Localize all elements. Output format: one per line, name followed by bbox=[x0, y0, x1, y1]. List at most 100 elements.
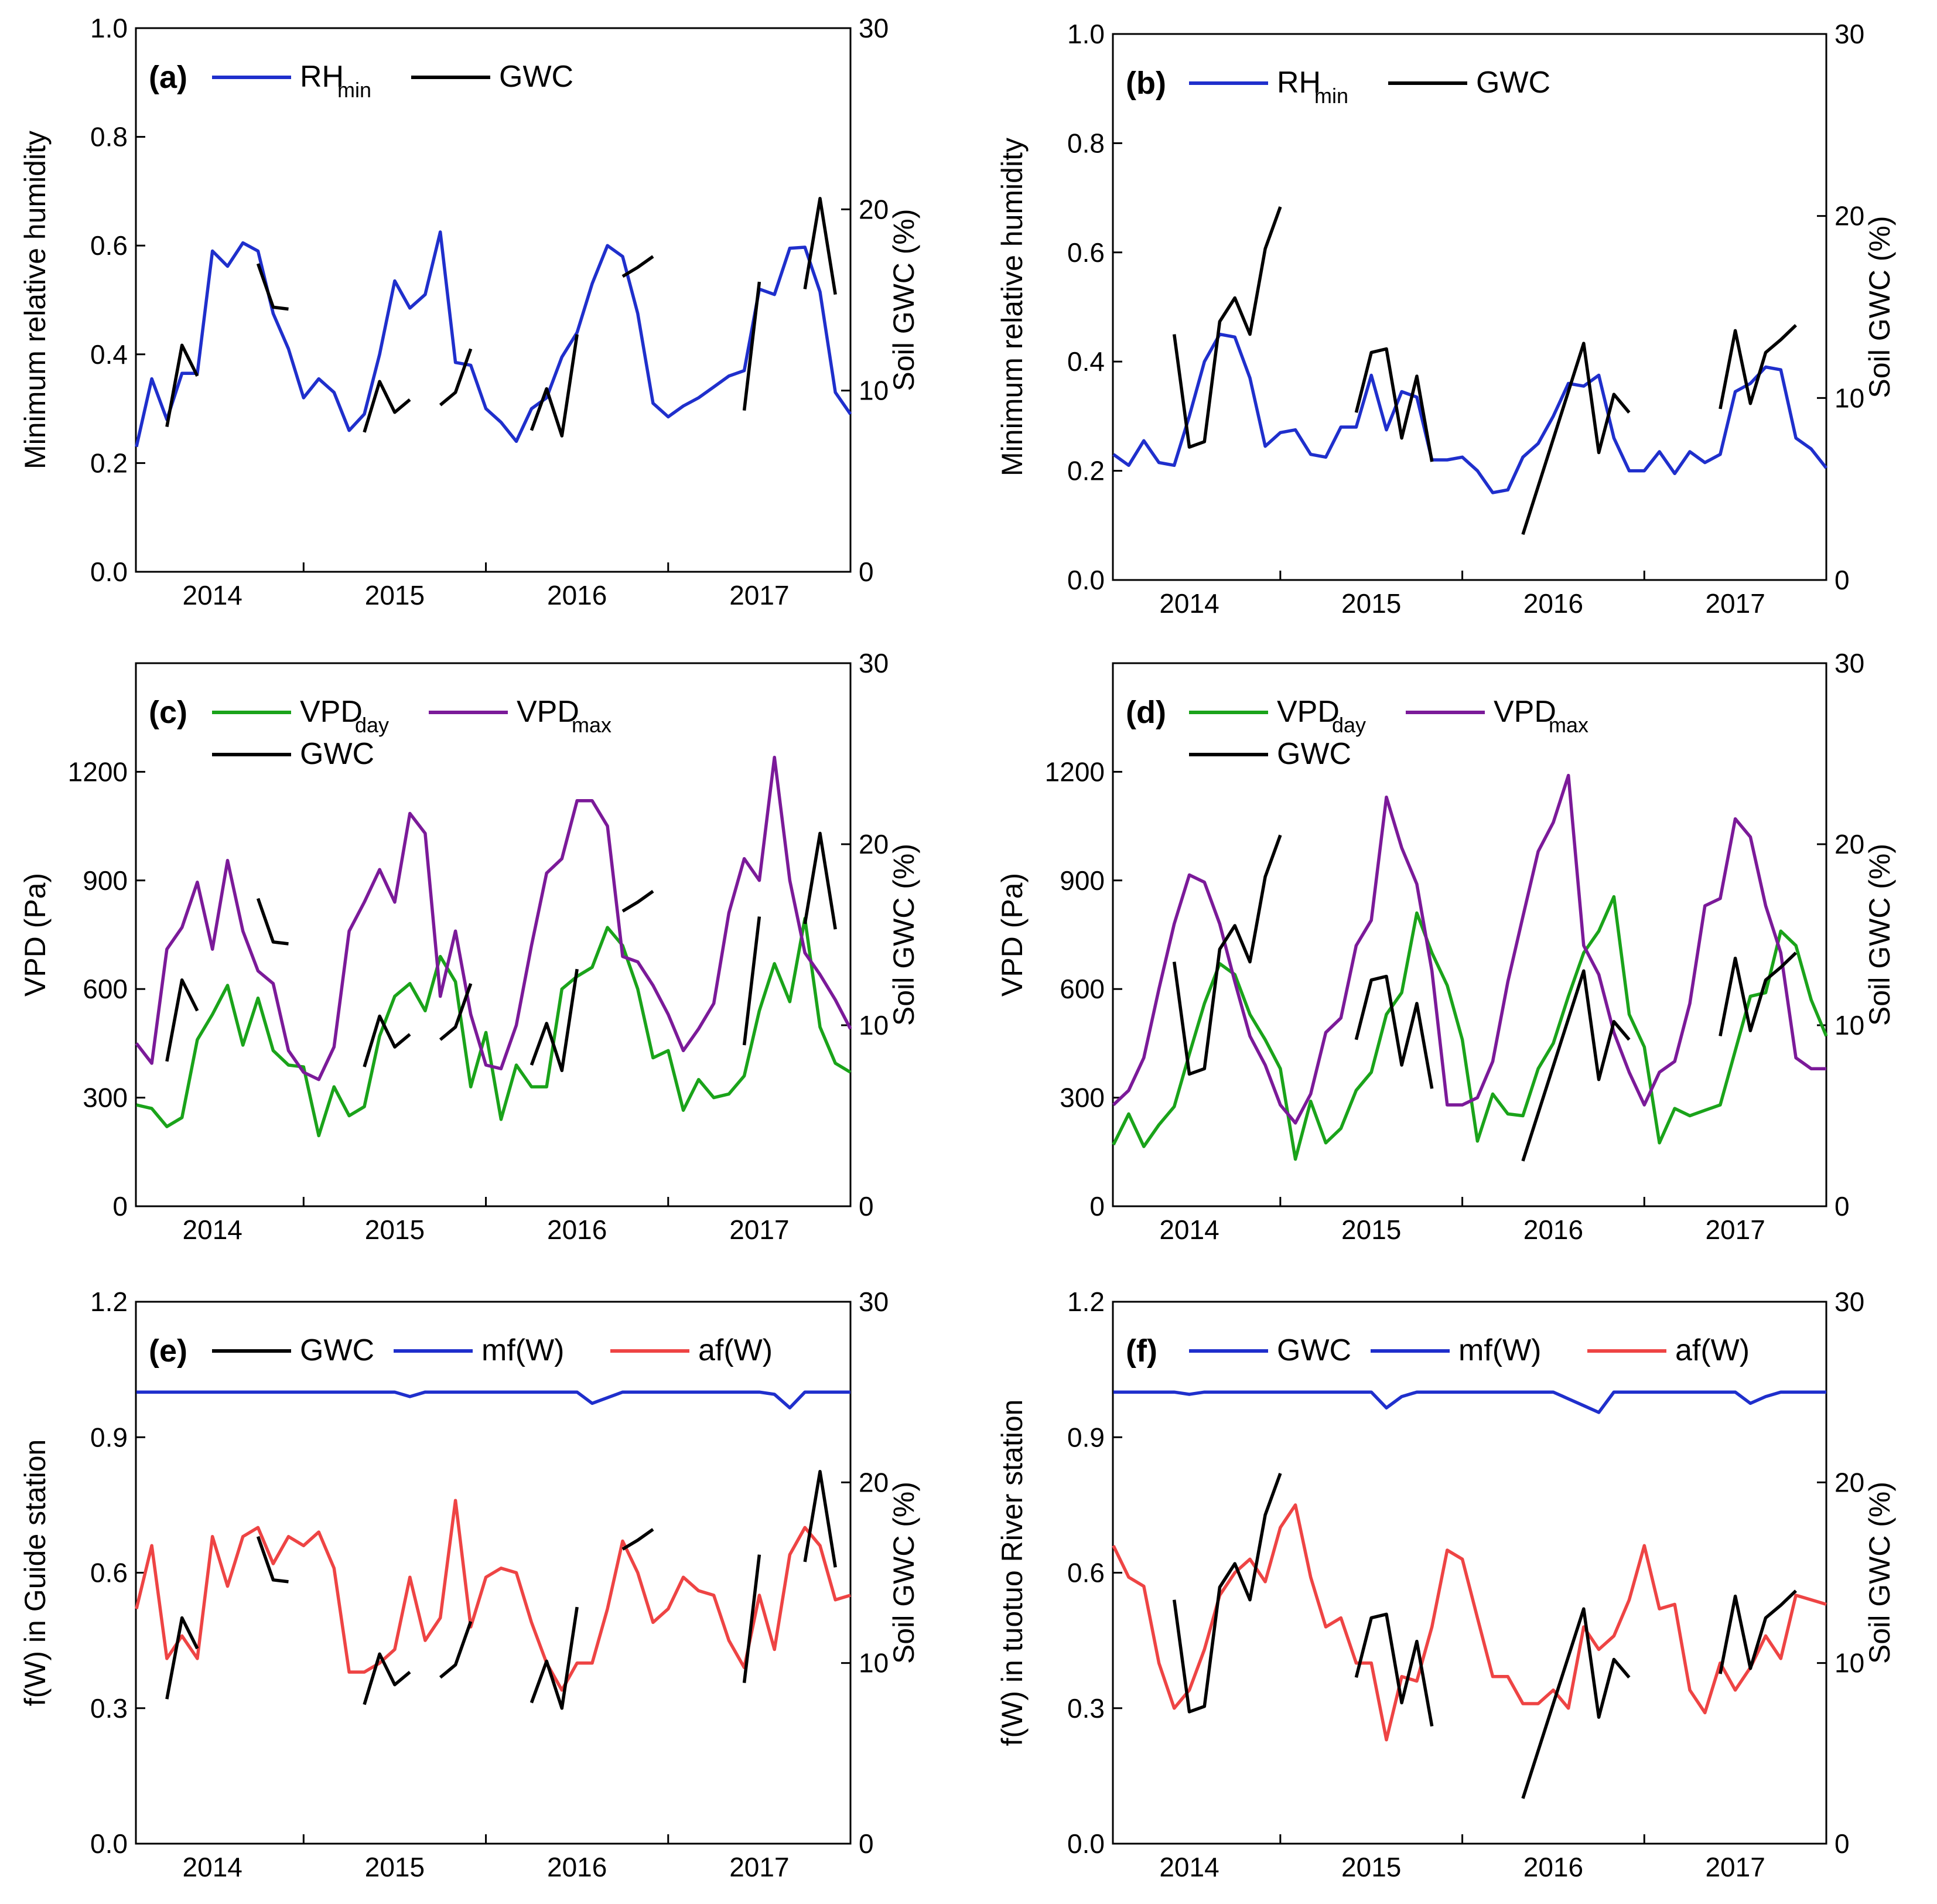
x-tick-label: 2015 bbox=[365, 1214, 425, 1245]
panel-e: 0.0 0.3 0.6 0.9 1.2 0 10 20 30 2014 2015 2016 2017 f(… bbox=[19, 1287, 920, 1882]
y-tick-label: 1.2 bbox=[1067, 1287, 1105, 1317]
y-tick-label: 0.4 bbox=[90, 339, 128, 370]
legend-label: VPD bbox=[1277, 695, 1340, 729]
y2-tick-label: 30 bbox=[859, 13, 889, 43]
y2-tick-label: 0 bbox=[1834, 565, 1850, 595]
series-line-rhmin bbox=[135, 230, 852, 448]
y-tick-label: 0.6 bbox=[1067, 1558, 1105, 1588]
legend-label: RH bbox=[1277, 66, 1321, 100]
y-tick-label: 0.6 bbox=[1067, 237, 1105, 268]
panel-b: 0.0 0.2 0.4 0.6 0.8 1.0 0 10 20 30 2014 2015 2016 201… bbox=[996, 19, 1896, 619]
y2-tick-label: 10 bbox=[1834, 1010, 1864, 1040]
legend-label: af(W) bbox=[1675, 1333, 1750, 1367]
series-line-gwc bbox=[1354, 974, 1434, 1089]
y2-tick-label: 10 bbox=[859, 376, 889, 406]
y-tick-label: 900 bbox=[83, 865, 128, 896]
series-line-gwc bbox=[621, 255, 654, 278]
series-line-gwc bbox=[742, 1554, 761, 1683]
legend-label: GWC bbox=[300, 1333, 374, 1367]
plot-frame bbox=[1112, 662, 1827, 1207]
y-tick-label: 0.0 bbox=[90, 557, 128, 587]
y2-tick-label: 0 bbox=[859, 557, 874, 587]
series-line-gwc bbox=[742, 281, 761, 411]
panel-a: 0.0 0.2 0.4 0.6 0.8 1.0 0 10 20 30 2014 2015 2016 201… bbox=[19, 13, 920, 610]
y-axis-label: f(W) in tuotuo River station bbox=[996, 1400, 1029, 1746]
series-line-gwc bbox=[1521, 969, 1631, 1162]
series-line-gwc bbox=[363, 1652, 411, 1705]
series-line-gwc bbox=[1172, 1472, 1282, 1714]
y-tick-label: 0.9 bbox=[1067, 1422, 1105, 1452]
y2-tick-label: 30 bbox=[1834, 1287, 1864, 1317]
y2-tick-label: 20 bbox=[1834, 1467, 1864, 1497]
y2-axis-label: Soil GWC (%) bbox=[887, 844, 920, 1026]
x-tick-label: 2014 bbox=[183, 1852, 242, 1882]
legend-label: VPD bbox=[300, 695, 363, 729]
series-line-gwc bbox=[256, 263, 289, 311]
legend-label-subscript: min bbox=[1314, 84, 1348, 108]
legend-label: VPD bbox=[517, 695, 579, 729]
series-line-vpdmax bbox=[135, 755, 852, 1081]
series-line-gwc bbox=[165, 1616, 199, 1700]
legend-label: af(W) bbox=[698, 1333, 773, 1367]
y-tick-label: 0 bbox=[1089, 1191, 1105, 1221]
plot-frame bbox=[1112, 33, 1827, 581]
y2-tick-label: 10 bbox=[859, 1010, 889, 1040]
x-tick-label: 2014 bbox=[1159, 588, 1219, 619]
x-tick-label: 2017 bbox=[729, 1214, 789, 1245]
y-tick-label: 300 bbox=[83, 1083, 128, 1113]
series-line-gwc bbox=[1354, 1612, 1434, 1727]
y2-tick-label: 20 bbox=[1834, 201, 1864, 231]
x-tick-label: 2017 bbox=[1705, 588, 1765, 619]
y-tick-label: 0.2 bbox=[1067, 456, 1105, 486]
series-line-gwc bbox=[363, 1014, 411, 1067]
y-axis-label: Minimum relative humidity bbox=[996, 138, 1029, 476]
y2-axis-label: Soil GWC (%) bbox=[1863, 216, 1896, 398]
y-axis-label: VPD (Pa) bbox=[996, 873, 1029, 997]
series-line-gwc bbox=[1719, 951, 1798, 1037]
x-tick-label: 2016 bbox=[547, 580, 607, 610]
series-line-afw bbox=[1112, 1503, 1827, 1742]
series-line-gwc bbox=[1354, 347, 1434, 462]
series-line-mfw bbox=[1113, 1390, 1826, 1414]
legend-label: mf(W) bbox=[481, 1333, 564, 1367]
series-line-gwc bbox=[529, 1606, 579, 1710]
x-tick-label: 2016 bbox=[547, 1214, 607, 1245]
legend-label-subscript: min bbox=[337, 78, 371, 102]
y2-tick-label: 30 bbox=[1834, 19, 1864, 49]
series-line-gwc bbox=[1172, 206, 1282, 449]
legend-label: GWC bbox=[300, 737, 374, 771]
y-axis-label: VPD (Pa) bbox=[19, 873, 52, 997]
panel-label: (e) bbox=[149, 1333, 187, 1369]
y-tick-label: 0.2 bbox=[90, 448, 128, 478]
series-line-gwc bbox=[1172, 834, 1282, 1076]
y-tick-label: 0.6 bbox=[90, 1558, 128, 1588]
x-tick-label: 2016 bbox=[547, 1852, 607, 1882]
y2-tick-label: 30 bbox=[1834, 648, 1864, 678]
y-tick-label: 0.0 bbox=[1067, 565, 1105, 595]
series-line-gwc bbox=[529, 334, 579, 438]
x-tick-label: 2014 bbox=[183, 580, 242, 610]
y2-tick-label: 10 bbox=[1834, 383, 1864, 413]
x-tick-label: 2014 bbox=[1159, 1214, 1219, 1245]
series-line-mfw bbox=[136, 1390, 850, 1410]
y2-tick-label: 0 bbox=[859, 1828, 874, 1859]
y-tick-label: 0.8 bbox=[1067, 128, 1105, 158]
x-tick-label: 2015 bbox=[365, 580, 425, 610]
panel-c: 0 300 600 900 1200 0 10 20 30 2014 2015 2016 2017 VPD… bbox=[19, 648, 920, 1245]
y2-tick-label: 20 bbox=[859, 829, 889, 859]
legend-label: GWC bbox=[1277, 1333, 1351, 1367]
legend-label-subscript: day bbox=[1332, 713, 1366, 737]
y-tick-label: 900 bbox=[1060, 865, 1105, 896]
x-tick-label: 2016 bbox=[1523, 1214, 1583, 1245]
y2-tick-label: 10 bbox=[859, 1648, 889, 1678]
y2-tick-label: 10 bbox=[1834, 1648, 1864, 1678]
series-line-gwc bbox=[439, 1620, 473, 1679]
y2-axis-label: Soil GWC (%) bbox=[1863, 1482, 1896, 1664]
series-line-gwc bbox=[1521, 1607, 1631, 1799]
panel-label: (c) bbox=[149, 695, 187, 730]
series-line-gwc bbox=[439, 982, 473, 1041]
series-line-gwc bbox=[803, 831, 837, 930]
panel-label: (b) bbox=[1126, 66, 1166, 101]
plot-frame bbox=[135, 27, 852, 573]
